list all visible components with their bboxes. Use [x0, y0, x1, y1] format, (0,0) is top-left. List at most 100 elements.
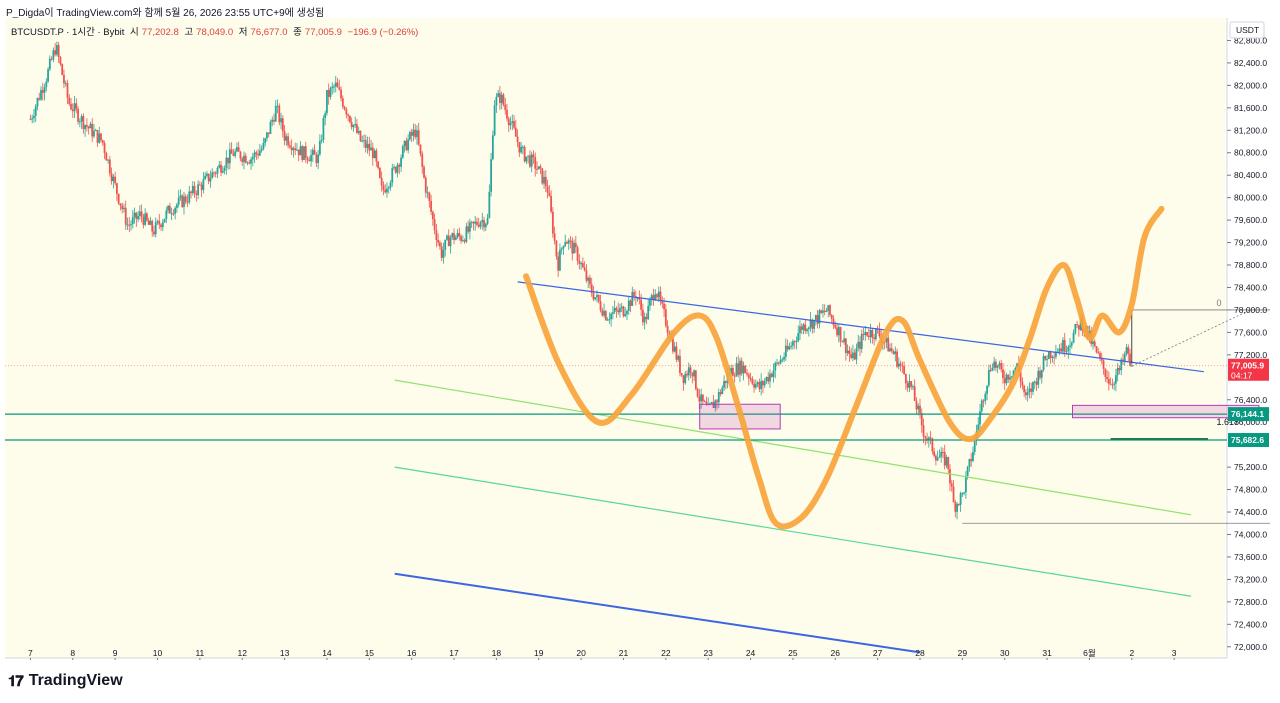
- candle: [89, 121, 92, 129]
- candle: [908, 374, 911, 393]
- candle: [656, 293, 658, 300]
- currency-box: [1229, 21, 1265, 39]
- candle-body: [966, 466, 969, 476]
- candle-body: [645, 316, 648, 320]
- candle-body: [698, 396, 701, 402]
- candle: [405, 137, 408, 152]
- candle-body: [444, 239, 447, 251]
- candle-body: [897, 363, 900, 367]
- candle: [341, 95, 344, 109]
- candle-body: [130, 224, 132, 226]
- candle-body: [1028, 388, 1031, 393]
- candle: [525, 156, 528, 165]
- candle-body: [756, 382, 759, 385]
- candle: [1049, 350, 1052, 364]
- ohlc-change: −196.9 (−0.26%): [347, 27, 419, 38]
- candle-body: [243, 155, 245, 163]
- candle-body: [694, 370, 697, 389]
- candle: [822, 303, 824, 318]
- candle: [553, 226, 556, 245]
- candle-body: [345, 109, 348, 115]
- candle-body: [643, 316, 646, 323]
- candle: [783, 352, 785, 363]
- candle: [809, 311, 812, 332]
- candle-body: [370, 147, 372, 151]
- candle: [742, 361, 745, 381]
- candle-body: [516, 136, 519, 143]
- price-chart[interactable]: 000.3821.6180.618182,800.082,400.082,000…: [5, 18, 1270, 660]
- candle: [389, 180, 392, 191]
- candle-body: [770, 373, 773, 377]
- candle-body: [449, 237, 452, 247]
- candle-body: [717, 392, 720, 403]
- candle-body: [172, 213, 175, 215]
- candle: [581, 257, 584, 269]
- candle: [292, 146, 295, 158]
- candle-body: [777, 362, 780, 364]
- candle-body: [105, 152, 108, 161]
- candle-body: [176, 204, 178, 208]
- candle: [659, 286, 662, 306]
- candle-body: [220, 164, 222, 173]
- candle-body: [866, 331, 868, 336]
- candle-body: [544, 176, 547, 187]
- candle: [622, 305, 625, 318]
- candle-body: [435, 230, 438, 240]
- candle: [186, 194, 189, 208]
- candle-body: [359, 130, 362, 141]
- candle: [258, 144, 261, 157]
- chart-frame[interactable]: 000.3821.6180.618182,800.082,400.082,000…: [5, 18, 1270, 660]
- candle: [375, 148, 378, 167]
- time-tick-label: 28: [915, 648, 925, 658]
- time-tick-label: 30: [1000, 648, 1010, 658]
- candle: [181, 193, 184, 209]
- ohlc-open: 77,202.8: [141, 27, 179, 38]
- candle: [624, 307, 627, 318]
- candle: [1076, 320, 1078, 329]
- candle-body: [721, 387, 724, 394]
- candle-body: [502, 94, 505, 105]
- candle: [403, 140, 406, 153]
- candle: [329, 86, 332, 100]
- symbol-name: BTCUSDT.P · 1시간 · Bybit: [11, 27, 125, 38]
- last-price-countdown: 04:17: [1231, 371, 1253, 381]
- currency-label: USDT: [1236, 25, 1259, 35]
- candle-body: [949, 469, 951, 484]
- price-tick-label: 74,400.0: [1234, 507, 1267, 517]
- time-tick-label: 8: [70, 648, 75, 658]
- candle-body: [144, 213, 147, 225]
- candle-body: [310, 154, 312, 162]
- candle-body: [327, 90, 330, 97]
- candle-body: [476, 221, 478, 225]
- candle-body: [624, 314, 627, 317]
- candle: [1005, 372, 1008, 386]
- candle: [1093, 339, 1096, 348]
- candle: [371, 142, 374, 166]
- candle-body: [287, 136, 290, 146]
- candle-body: [85, 125, 88, 127]
- candle-body: [266, 132, 268, 139]
- candle-body: [405, 140, 408, 151]
- candle: [165, 206, 168, 224]
- candle: [996, 364, 999, 374]
- candle: [998, 360, 1001, 370]
- candle-body: [1012, 370, 1015, 377]
- candle: [94, 128, 97, 132]
- candle: [629, 299, 632, 313]
- candle-body: [255, 152, 258, 154]
- candle-body: [518, 142, 521, 153]
- candle-body: [184, 196, 187, 202]
- candle: [784, 338, 787, 361]
- candle: [550, 190, 553, 214]
- candle-body: [779, 359, 782, 364]
- candle-body: [1039, 370, 1041, 378]
- plot-background: [5, 18, 1225, 658]
- candle-body: [627, 300, 630, 311]
- candle: [938, 449, 941, 458]
- candle-body: [855, 348, 858, 360]
- candle-body: [160, 224, 162, 228]
- candle-body: [671, 337, 674, 352]
- candle-body: [43, 87, 46, 93]
- candle-body: [257, 153, 260, 156]
- candle-body: [1093, 341, 1096, 347]
